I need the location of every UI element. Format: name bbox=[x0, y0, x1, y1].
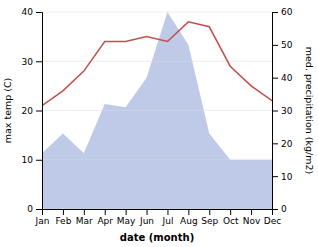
tick-label: 50 bbox=[281, 40, 293, 50]
tick-mark bbox=[272, 111, 278, 112]
tick-label: May bbox=[117, 216, 136, 226]
tick: Oct bbox=[223, 209, 239, 226]
grid-line bbox=[42, 61, 272, 62]
marks bbox=[42, 12, 272, 209]
grid bbox=[42, 12, 272, 209]
tick-label: 10 bbox=[22, 155, 34, 165]
tick: Dec bbox=[264, 209, 281, 226]
tick-mark bbox=[36, 209, 42, 210]
y2-axis-title: med. precipitation (kg/m2) bbox=[304, 47, 315, 174]
x-axis: Jan Feb Mar Apr MayJun Jul AugSep Oct NovDec bbox=[35, 209, 282, 226]
tick-label: Dec bbox=[264, 216, 281, 226]
tick-mark bbox=[272, 78, 278, 79]
tick-mark bbox=[230, 209, 231, 215]
tick-label: 20 bbox=[22, 106, 34, 116]
tick-mark bbox=[105, 209, 106, 215]
tick-label: 20 bbox=[281, 139, 293, 149]
plot: JanFebMarAprMayJunJulAugSepOctNovDec0102… bbox=[22, 7, 293, 226]
tick-label: 60 bbox=[281, 7, 293, 17]
grid-line bbox=[42, 12, 272, 13]
tick-mark bbox=[272, 12, 278, 13]
tick: 50 bbox=[272, 40, 293, 50]
tick-label: Aug bbox=[180, 216, 198, 226]
tick: Feb bbox=[55, 209, 71, 226]
tick: Jun bbox=[139, 209, 154, 226]
tick-label: 30 bbox=[22, 57, 34, 67]
y2-axis: 0 10 20 30 40 50 60 bbox=[272, 7, 293, 214]
tick: Sep bbox=[201, 209, 218, 226]
tick-label: 40 bbox=[281, 73, 293, 83]
tick-mark bbox=[251, 209, 252, 215]
tick-mark bbox=[36, 12, 42, 13]
tick: Jul bbox=[162, 209, 174, 226]
axis-line bbox=[43, 210, 273, 216]
tick-mark bbox=[167, 209, 168, 215]
tick: 30 bbox=[22, 57, 42, 67]
tick-label: Apr bbox=[97, 216, 113, 226]
tick-label: 30 bbox=[281, 106, 293, 116]
precipitation-area bbox=[42, 12, 272, 209]
tick-mark bbox=[36, 61, 42, 62]
tick-label: Mar bbox=[76, 216, 93, 226]
tick-label: Oct bbox=[223, 216, 239, 226]
grid-line bbox=[42, 159, 272, 160]
axis-line bbox=[273, 13, 279, 210]
tick-mark bbox=[147, 209, 148, 215]
tick-mark bbox=[272, 45, 278, 46]
tick: Jan bbox=[35, 209, 50, 226]
x-axis-title: date (month) bbox=[120, 232, 194, 243]
tick-mark bbox=[188, 209, 189, 215]
tick-label: 40 bbox=[22, 7, 34, 17]
tick: 10 bbox=[22, 155, 42, 165]
tick-label: Jun bbox=[139, 216, 154, 226]
tick-mark bbox=[84, 209, 85, 215]
tick-label: Feb bbox=[55, 216, 71, 226]
tick-mark bbox=[272, 176, 278, 177]
tick: 20 bbox=[272, 139, 293, 149]
tick-mark bbox=[272, 143, 278, 144]
tick: 10 bbox=[272, 172, 293, 182]
temperature-line bbox=[42, 22, 272, 106]
y-axis: 0 10 20 30 40 bbox=[22, 7, 43, 214]
tick: Nov bbox=[243, 209, 261, 226]
tick-mark bbox=[36, 111, 42, 112]
tick-mark bbox=[126, 209, 127, 215]
tick: 40 bbox=[272, 73, 293, 83]
tick: 60 bbox=[272, 7, 293, 17]
tick: 0 bbox=[27, 204, 42, 214]
tick-label: 10 bbox=[281, 172, 293, 182]
tick: Aug bbox=[180, 209, 198, 226]
tick: 20 bbox=[22, 106, 42, 116]
chart: JanFebMarAprMayJunJulAugSepOctNovDec0102… bbox=[0, 0, 318, 247]
tick: 30 bbox=[272, 106, 293, 116]
grid-line bbox=[42, 110, 272, 111]
tick-mark bbox=[272, 209, 278, 210]
tick-label: 0 bbox=[27, 204, 33, 214]
tick-label: Sep bbox=[201, 216, 218, 226]
tick: Mar bbox=[76, 209, 93, 226]
y-axis-title: max temp (C) bbox=[2, 78, 13, 144]
tick-label: Jan bbox=[35, 216, 50, 226]
tick: 0 bbox=[272, 204, 287, 214]
tick: 40 bbox=[22, 7, 42, 17]
tick: May bbox=[117, 209, 136, 226]
tick-label: Nov bbox=[243, 216, 261, 226]
axis-line bbox=[36, 13, 43, 210]
tick-mark bbox=[209, 209, 210, 215]
tick-mark bbox=[36, 160, 42, 161]
tick: Apr bbox=[97, 209, 113, 226]
line-marks bbox=[42, 22, 272, 106]
tick-mark bbox=[63, 209, 64, 215]
tick-label: Jul bbox=[162, 216, 174, 226]
tick-label: 0 bbox=[281, 204, 287, 214]
